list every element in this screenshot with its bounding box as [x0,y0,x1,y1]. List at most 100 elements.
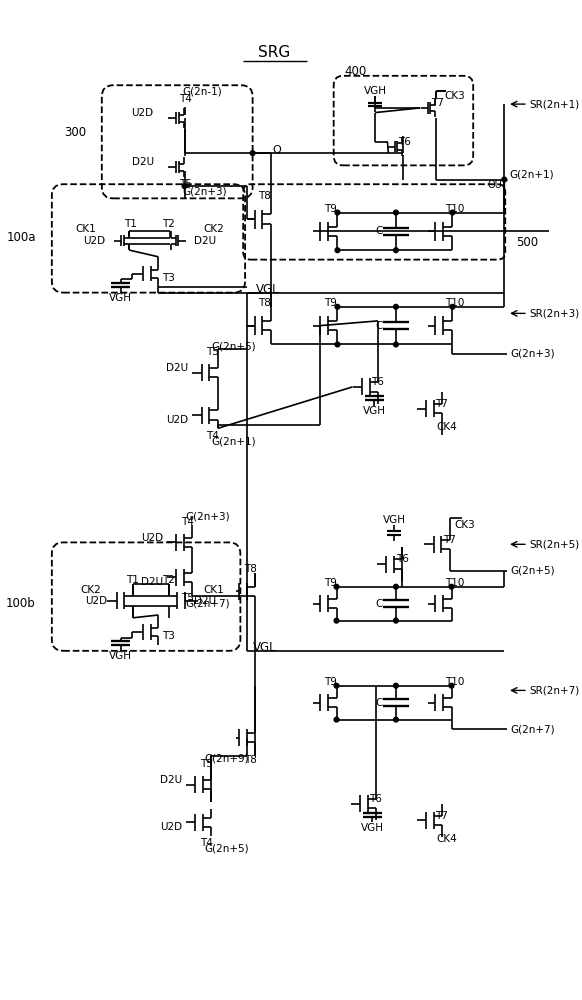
Text: VGH: VGH [382,515,406,525]
Circle shape [335,248,340,253]
Text: U2D: U2D [86,596,108,606]
Text: U2D: U2D [83,236,105,246]
Text: CK2: CK2 [80,585,101,595]
Circle shape [393,683,398,688]
Text: T6: T6 [371,377,384,387]
Circle shape [449,584,454,589]
Circle shape [250,151,255,155]
Circle shape [502,177,507,182]
Text: T3: T3 [162,631,175,641]
Text: T6: T6 [370,794,382,804]
Text: CK3: CK3 [455,520,475,530]
Text: T7: T7 [435,399,448,409]
Text: T1: T1 [125,219,137,229]
Text: G(2n+9): G(2n+9) [204,753,249,763]
Circle shape [393,304,398,309]
Text: D2U: D2U [141,577,163,587]
Text: 500: 500 [517,236,539,249]
Text: SR(2n+1): SR(2n+1) [530,99,580,109]
Text: D2U: D2U [132,157,154,167]
Text: T2: T2 [162,219,175,229]
Text: VGH: VGH [363,406,386,416]
Text: C: C [375,226,382,236]
Circle shape [334,717,339,722]
Text: SR(2n+7): SR(2n+7) [530,685,580,695]
Circle shape [334,584,339,589]
Text: T9: T9 [324,677,337,687]
Text: T10: T10 [445,204,464,214]
Text: T4: T4 [181,517,194,527]
Text: G(2n+5): G(2n+5) [204,844,249,854]
Text: C: C [375,321,382,331]
Text: T5: T5 [179,179,192,189]
Text: G(2n+5): G(2n+5) [510,566,555,576]
Circle shape [182,184,187,188]
Circle shape [393,342,398,347]
Text: T9: T9 [324,578,337,588]
Text: Q: Q [273,145,282,155]
Text: OUT: OUT [487,180,508,190]
Text: D2U: D2U [160,775,182,785]
Text: G(2n-1): G(2n-1) [183,87,223,97]
Text: T9: T9 [324,298,337,308]
Text: SR(2n+5): SR(2n+5) [530,539,580,549]
Circle shape [450,304,455,309]
Text: T2: T2 [162,575,175,585]
Text: T5: T5 [200,759,212,769]
Text: C: C [375,698,382,708]
Circle shape [393,717,398,722]
Text: T6: T6 [398,137,411,147]
Text: G(2n+7): G(2n+7) [186,599,230,609]
Text: VGH: VGH [109,293,132,303]
Text: T8: T8 [244,564,257,574]
Text: C: C [375,599,382,609]
Text: U2D: U2D [141,533,163,543]
Text: T4: T4 [179,94,192,104]
Text: VGH: VGH [361,823,384,833]
Text: 300: 300 [65,126,87,139]
Text: VGL: VGL [257,283,280,296]
Text: U2D: U2D [166,415,189,425]
Text: U2D: U2D [132,108,154,118]
Text: T5: T5 [207,347,219,357]
Text: D2U: D2U [194,596,217,606]
Text: T9: T9 [324,204,337,214]
Text: 100b: 100b [6,597,36,610]
Circle shape [335,210,340,215]
Text: T4: T4 [200,838,212,848]
Text: T8: T8 [244,755,257,765]
Text: U2D: U2D [160,822,182,832]
Circle shape [393,210,398,215]
Text: T3: T3 [162,273,175,283]
Circle shape [334,683,339,688]
Circle shape [334,618,339,623]
Text: D2U: D2U [194,236,217,246]
Text: T10: T10 [445,578,464,588]
Circle shape [393,584,398,589]
Text: CK2: CK2 [204,224,224,234]
Text: T7: T7 [443,535,456,545]
Text: G(2n+3): G(2n+3) [186,511,230,521]
Text: T6: T6 [396,554,409,564]
Text: G(2n+3): G(2n+3) [183,187,228,197]
Text: VGH: VGH [364,86,386,96]
Text: T5: T5 [181,593,194,603]
Text: T10: T10 [445,677,464,687]
Text: T10: T10 [445,298,464,308]
Text: VGH: VGH [109,651,132,661]
Text: SRG: SRG [258,45,290,60]
Text: T7: T7 [435,811,448,821]
Text: T8: T8 [258,191,271,201]
Text: CK4: CK4 [436,422,457,432]
Text: VGL: VGL [253,641,276,654]
Text: CK4: CK4 [436,834,457,844]
Text: G(2n+7): G(2n+7) [510,724,555,734]
Text: T1: T1 [126,575,139,585]
Text: G(2n+3): G(2n+3) [510,349,555,359]
Text: 100a: 100a [6,231,36,244]
Text: CK1: CK1 [204,585,224,595]
Text: T4: T4 [207,431,219,441]
Circle shape [449,683,454,688]
Text: G(2n+1): G(2n+1) [211,437,255,447]
Text: CK1: CK1 [76,224,96,234]
